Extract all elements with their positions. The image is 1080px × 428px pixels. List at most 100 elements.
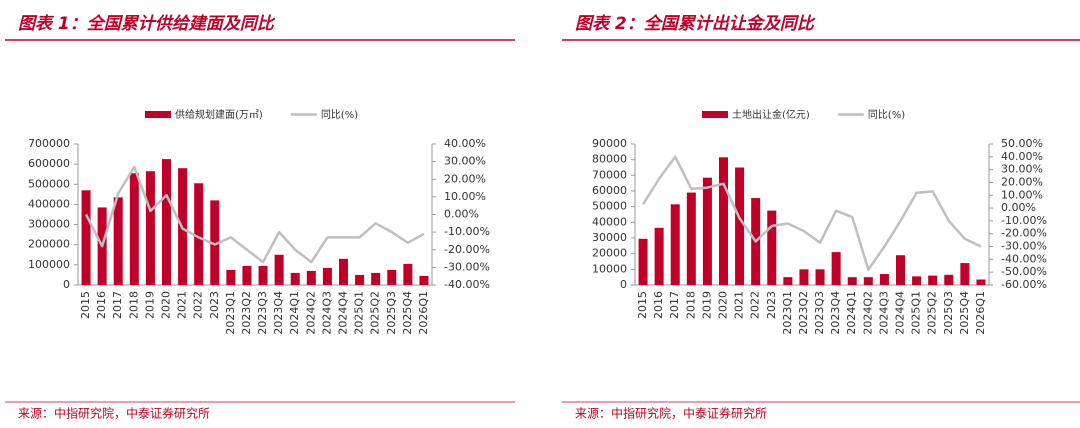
x-tick-label: 2020 — [717, 291, 730, 319]
bar — [831, 252, 841, 285]
bar — [258, 265, 268, 285]
bar — [161, 159, 172, 285]
x-tick-label: 2024Q2 — [304, 291, 317, 335]
y-tick-label: 400000 — [28, 197, 70, 210]
bar — [767, 210, 777, 285]
x-tick-label: 2017 — [668, 291, 681, 319]
y2-tick-label: -30.00% — [444, 260, 490, 273]
source: 来源：中指研究院，中泰证券研究所 — [575, 406, 767, 421]
y2-tick-label: -30.00% — [1001, 240, 1047, 253]
bar — [976, 279, 986, 285]
y-tick-label: 70000 — [592, 168, 627, 181]
bar — [306, 270, 316, 285]
bar — [718, 157, 729, 285]
x-tick-label: 2025Q4 — [401, 291, 414, 335]
bar — [81, 190, 91, 285]
bar — [895, 255, 906, 285]
bar — [113, 197, 123, 285]
bar — [226, 269, 236, 285]
y2-tick-label: -20.00% — [1001, 227, 1047, 240]
x-tick-label: 2026Q1 — [974, 291, 987, 335]
x-tick-label: 2025Q3 — [942, 291, 955, 335]
y2-tick-label: 10.00% — [444, 190, 486, 203]
y-tick-label: 50000 — [592, 200, 627, 213]
bar — [194, 183, 204, 285]
bar — [735, 167, 745, 285]
y2-tick-label: -40.00% — [1001, 252, 1047, 265]
bar — [129, 173, 139, 285]
chart-title: 图表 2：全国累计出让金及同比 — [575, 14, 816, 34]
x-tick-label: 2016 — [652, 291, 665, 319]
x-tick-label: 2025Q1 — [910, 291, 923, 335]
x-tick-label: 2017 — [111, 291, 124, 319]
bar — [815, 269, 825, 285]
bar — [403, 263, 413, 285]
x-tick-label: 2018 — [127, 291, 140, 319]
y-tick-label: 600000 — [28, 157, 70, 170]
bar — [944, 274, 954, 285]
y-tick-label: 500000 — [28, 177, 70, 190]
bar — [274, 254, 284, 285]
x-tick-label: 2025Q2 — [926, 291, 939, 335]
bar — [338, 258, 349, 285]
x-tick-label: 2023Q1 — [781, 291, 794, 335]
bar — [879, 274, 889, 285]
line — [641, 155, 982, 271]
bar — [799, 269, 809, 285]
bar — [387, 269, 397, 285]
x-tick-label: 2019 — [143, 291, 156, 319]
y-tick-label: 30000 — [592, 231, 627, 244]
x-tick-label: 2016 — [95, 291, 108, 319]
y-tick-label: 40000 — [592, 215, 627, 228]
x-tick-label: 2015 — [636, 291, 649, 319]
bar — [928, 275, 938, 285]
bar — [419, 275, 429, 285]
y-tick-label: 200000 — [28, 238, 70, 251]
y2-tick-label: 30.00% — [444, 155, 486, 168]
y2-tick-label: -10.00% — [1001, 214, 1047, 227]
y2-tick-label: -20.00% — [444, 243, 490, 256]
x-tick-label: 2023Q3 — [256, 291, 269, 335]
x-tick-label: 2020 — [160, 291, 173, 319]
legend-swatch — [702, 111, 728, 118]
bar — [863, 277, 873, 285]
x-tick-label: 2026Q1 — [417, 291, 430, 335]
bar — [322, 267, 332, 285]
y2-tick-label: 20.00% — [444, 172, 486, 185]
x-tick-label: 2015 — [79, 291, 92, 319]
y2-tick-label: 0.00% — [444, 208, 479, 221]
x-tick-label: 2025Q1 — [353, 291, 366, 335]
y2-tick-label: -40.00% — [444, 278, 490, 291]
chart-title: 图表 1：全国累计供给建面及同比 — [18, 14, 276, 34]
y2-tick-label: 20.00% — [1001, 175, 1043, 188]
y2-tick-label: -10.00% — [444, 225, 490, 238]
bar — [702, 177, 712, 285]
bar — [638, 238, 648, 285]
x-tick-label: 2023Q1 — [224, 291, 237, 335]
y-tick-label: 0 — [63, 278, 70, 291]
y-tick-label: 0 — [620, 278, 627, 291]
x-tick-label: 2021 — [733, 291, 746, 319]
legend-label: 土地出让金(亿元) — [732, 108, 810, 121]
x-tick-label: 2023Q4 — [829, 291, 842, 335]
x-tick-label: 2025Q4 — [958, 291, 971, 335]
x-tick-label: 2022 — [192, 291, 205, 319]
bar — [210, 200, 220, 285]
y-tick-label: 10000 — [592, 262, 627, 275]
bar — [242, 265, 252, 285]
y-tick-label: 90000 — [592, 137, 627, 150]
x-tick-label: 2024Q4 — [337, 291, 350, 335]
y2-tick-label: -50.00% — [1001, 265, 1047, 278]
bar — [847, 277, 857, 285]
x-tick-label: 2022 — [749, 291, 762, 319]
x-tick-label: 2024Q4 — [894, 291, 907, 335]
y2-tick-label: 40.00% — [1001, 150, 1043, 163]
y2-tick-label: 50.00% — [1001, 137, 1043, 150]
bar — [654, 227, 664, 285]
x-tick-label: 2023Q2 — [797, 291, 810, 335]
x-tick-label: 2023 — [208, 291, 221, 319]
bar — [290, 272, 300, 285]
x-tick-label: 2019 — [700, 291, 713, 319]
legend-label: 同比(%) — [321, 109, 358, 121]
